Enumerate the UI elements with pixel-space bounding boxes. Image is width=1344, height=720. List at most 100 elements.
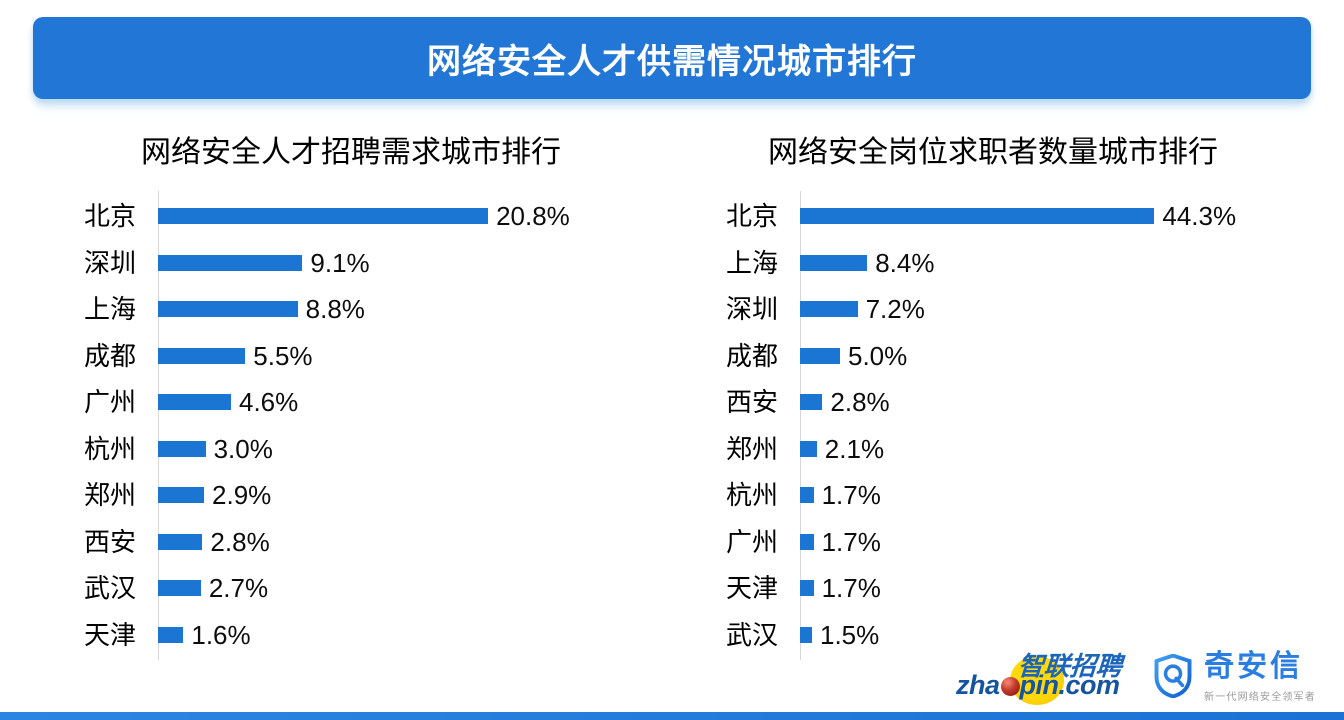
bar-row: 武汉 1.5%	[702, 612, 1284, 659]
value-label: 20.8%	[496, 201, 570, 232]
bar-track: 1.7%	[800, 565, 1284, 612]
bar-track: 2.1%	[800, 426, 1284, 473]
y-axis-line	[800, 191, 801, 660]
bar-track: 4.6%	[158, 379, 642, 426]
bar-row: 杭州 3.0%	[60, 426, 642, 473]
zhaopin-brand-suffix: pin.com	[1019, 670, 1121, 700]
bar-chart-seekers: 北京 44.3% 上海 8.4% 深圳 7.2% 成都 5.0% 西安 2.8% 郑州 2.1% 杭州 1…	[702, 191, 1284, 660]
bar-row: 天津 1.7%	[702, 565, 1284, 612]
bottom-strip	[0, 712, 1344, 720]
bar-row: 郑州 2.9%	[60, 472, 642, 519]
value-label: 1.5%	[820, 619, 880, 650]
value-label: 2.8%	[210, 526, 270, 557]
bar-track: 2.8%	[158, 519, 642, 566]
bar-track: 8.8%	[158, 286, 642, 333]
bar	[800, 254, 868, 271]
category-label: 广州	[83, 387, 136, 418]
qianxin-tagline: 新一代网络安全领军者	[1204, 691, 1316, 703]
category-label: 北京	[83, 201, 136, 232]
chart-job-seekers: 网络安全岗位求职者数量城市排行 北京 44.3% 上海 8.4% 深圳 7.2% 成都 5.0…	[702, 127, 1284, 660]
bar-row: 北京 20.8%	[60, 193, 642, 240]
value-label: 5.5%	[253, 340, 313, 371]
bar	[158, 487, 205, 504]
banner-title: 网络安全人才供需情况城市排行	[427, 42, 917, 81]
value-label: 4.6%	[238, 387, 299, 418]
bar-row: 北京 44.3%	[702, 193, 1284, 240]
qianxin-text-block: 奇安信 新一代网络安全领军者	[1204, 650, 1316, 703]
value-label: 7.2%	[865, 294, 925, 325]
bar	[158, 533, 203, 550]
chart-title-seekers: 网络安全岗位求职者数量城市排行	[768, 136, 1218, 169]
bar-track: 1.7%	[800, 472, 1284, 519]
category-label: 天津	[83, 619, 136, 650]
bar-row: 成都 5.0%	[702, 333, 1284, 380]
bar-track: 8.4%	[800, 240, 1284, 287]
bar-row: 西安 2.8%	[60, 519, 642, 566]
bar-track: 20.8%	[158, 193, 642, 240]
category-label: 杭州	[725, 480, 778, 511]
bar-chart-demand: 北京 20.8% 深圳 9.1% 上海 8.8% 成都 5.5% 广州 4.6% 杭州 3.0% 郑州 2…	[60, 191, 642, 660]
footer-logos: 智联招聘 zha pin.com 奇安信 新一代网络安全领军者	[956, 646, 1316, 706]
bar-track: 1.7%	[800, 519, 1284, 566]
value-label: 2.7%	[208, 573, 269, 604]
category-label: 西安	[725, 387, 778, 418]
bar-row: 上海 8.4%	[702, 240, 1284, 287]
bar	[158, 347, 246, 364]
chart-recruitment-demand: 网络安全人才招聘需求城市排行 北京 20.8% 深圳 9.1% 上海 8.8% 成都 5.5%…	[60, 127, 642, 660]
category-label: 武汉	[725, 619, 778, 650]
bar	[800, 626, 812, 643]
bar-track: 7.2%	[800, 286, 1284, 333]
bar	[800, 487, 814, 504]
category-label: 成都	[725, 340, 778, 371]
bar-track: 2.9%	[158, 472, 642, 519]
bar	[800, 533, 814, 550]
bar-row: 深圳 9.1%	[60, 240, 642, 287]
category-label: 天津	[725, 573, 778, 604]
zhaopin-logo: 智联招聘 zha pin.com	[956, 646, 1134, 706]
value-label: 1.7%	[821, 480, 881, 511]
zhaopin-brand-prefix: zha	[956, 670, 1000, 700]
bar-row: 深圳 7.2%	[702, 286, 1284, 333]
category-label: 广州	[725, 526, 778, 557]
value-label: 8.8%	[305, 294, 365, 325]
bar-track: 9.1%	[158, 240, 642, 287]
bar-row: 武汉 2.7%	[60, 565, 642, 612]
value-label: 2.1%	[824, 433, 885, 464]
value-label: 1.7%	[821, 573, 881, 604]
bar-row: 广州 4.6%	[60, 379, 642, 426]
chart-title-demand: 网络安全人才招聘需求城市排行	[141, 136, 561, 169]
bar	[158, 580, 201, 597]
category-label: 北京	[725, 201, 778, 232]
category-label: 深圳	[83, 247, 136, 278]
bar-track: 1.6%	[158, 612, 642, 659]
bar	[158, 254, 303, 271]
y-axis-line	[158, 191, 159, 660]
bar	[158, 626, 184, 643]
qianxin-name: 奇安信	[1204, 649, 1303, 683]
bar-track: 3.0%	[158, 426, 642, 473]
bar-row: 广州 1.7%	[702, 519, 1284, 566]
bar-row: 杭州 1.7%	[702, 472, 1284, 519]
bar	[158, 301, 298, 318]
bar-track: 1.5%	[800, 612, 1284, 659]
banner: 网络安全人才供需情况城市排行	[33, 17, 1311, 99]
category-label: 杭州	[83, 433, 136, 464]
category-label: 郑州	[83, 480, 136, 511]
value-label: 8.4%	[875, 247, 935, 278]
value-label: 5.0%	[847, 340, 908, 371]
bar-track: 44.3%	[800, 193, 1284, 240]
bar-track: 5.0%	[800, 333, 1284, 380]
value-label: 2.8%	[830, 387, 890, 418]
category-label: 郑州	[725, 433, 778, 464]
bar-row: 西安 2.8%	[702, 379, 1284, 426]
bar	[158, 394, 231, 411]
value-label: 44.3%	[1162, 201, 1237, 232]
category-label: 武汉	[83, 573, 136, 604]
bar-track: 5.5%	[158, 333, 642, 380]
qianxin-logo: 奇安信 新一代网络安全领军者	[1154, 650, 1316, 703]
bar	[800, 347, 840, 364]
zhaopin-brand-en: zha pin.com	[956, 670, 1120, 701]
bar	[800, 208, 1155, 225]
bar-row: 郑州 2.1%	[702, 426, 1284, 473]
bar-row: 天津 1.6%	[60, 612, 642, 659]
